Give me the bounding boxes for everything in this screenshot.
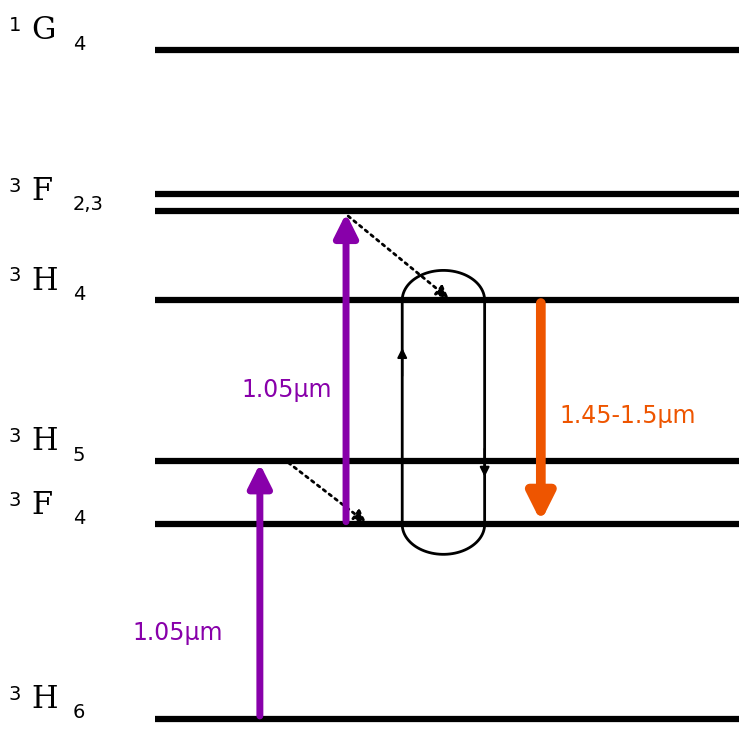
Text: 4: 4: [72, 285, 85, 304]
Text: F: F: [32, 176, 53, 207]
Text: 5: 5: [72, 446, 85, 465]
Text: 2,3: 2,3: [72, 195, 104, 214]
Text: 4: 4: [72, 509, 85, 528]
Text: 3: 3: [9, 685, 21, 703]
Text: 3: 3: [9, 266, 21, 285]
Text: G: G: [32, 15, 56, 46]
Text: 1.05μm: 1.05μm: [241, 378, 332, 402]
Text: 3: 3: [9, 427, 21, 446]
Text: 1: 1: [9, 16, 21, 35]
Text: 4: 4: [72, 34, 85, 54]
Text: F: F: [32, 490, 53, 520]
Text: 1.05μm: 1.05μm: [132, 621, 223, 645]
Text: 1.45-1.5μm: 1.45-1.5μm: [559, 404, 696, 428]
Text: 3: 3: [9, 177, 21, 196]
Text: H: H: [32, 266, 58, 296]
Text: 3: 3: [9, 490, 21, 509]
Text: 6: 6: [72, 704, 85, 722]
Text: H: H: [32, 426, 58, 458]
Text: H: H: [32, 684, 58, 715]
